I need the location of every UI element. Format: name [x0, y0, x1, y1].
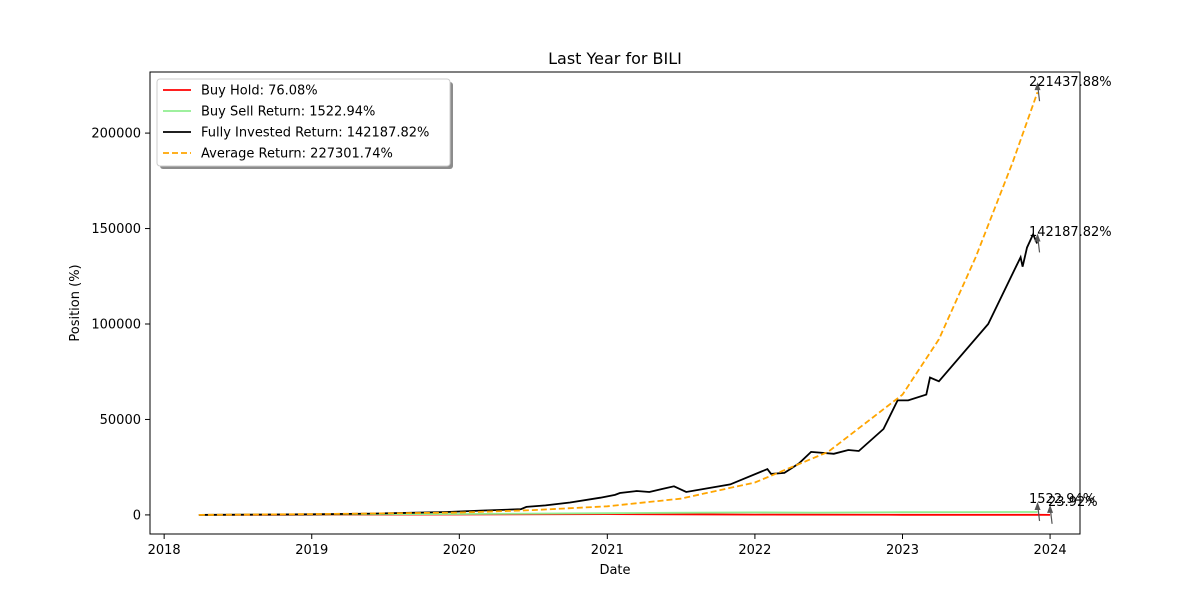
y-tick-label: 0: [133, 508, 141, 523]
x-tick-label: 2020: [443, 543, 476, 558]
annotation-arrowhead: [1034, 502, 1041, 511]
annotation-arrowhead: [1034, 82, 1041, 91]
annotation-label: 142187.82%: [1029, 225, 1112, 240]
y-tick-label: 200000: [91, 127, 141, 142]
annotation-label: 23.92%: [1048, 495, 1098, 510]
legend-label-3: Average Return: 227301.74%: [201, 147, 393, 162]
chart-title: Last Year for BILI: [548, 49, 682, 68]
annotation-label: 1522.94%: [1029, 492, 1095, 507]
y-tick-label: 150000: [91, 222, 141, 237]
legend-label-1: Buy Sell Return: 1522.94%: [201, 105, 375, 120]
annotation-arrowhead: [1047, 504, 1054, 513]
x-tick-label: 2018: [148, 543, 181, 558]
y-tick-label: 100000: [91, 318, 141, 333]
y-axis-label: Position (%): [68, 264, 83, 341]
series-line-3: [198, 91, 1039, 516]
y-tick-label: 50000: [100, 413, 141, 428]
legend-box: [156, 78, 451, 167]
series-line-2: [198, 232, 1038, 516]
series-line-1: [198, 511, 1038, 516]
x-tick-label: 2019: [295, 543, 328, 558]
annotation-label: 221437.88%: [1029, 75, 1112, 90]
x-axis-label: Date: [599, 563, 630, 578]
annotation-arrowhead: [1034, 233, 1041, 242]
legend-label-0: Buy Hold: 76.08%: [201, 84, 318, 99]
legend: Buy Hold: 76.08% Buy Sell Return: 1522.94…: [156, 78, 453, 169]
legend-label-2: Fully Invested Return: 142187.82%: [201, 126, 429, 141]
x-tick-label: 2023: [886, 543, 919, 558]
x-tick-label: 2024: [1034, 543, 1067, 558]
plot-frame: [149, 71, 1081, 535]
x-tick-label: 2022: [738, 543, 771, 558]
x-tick-label: 2021: [591, 543, 624, 558]
